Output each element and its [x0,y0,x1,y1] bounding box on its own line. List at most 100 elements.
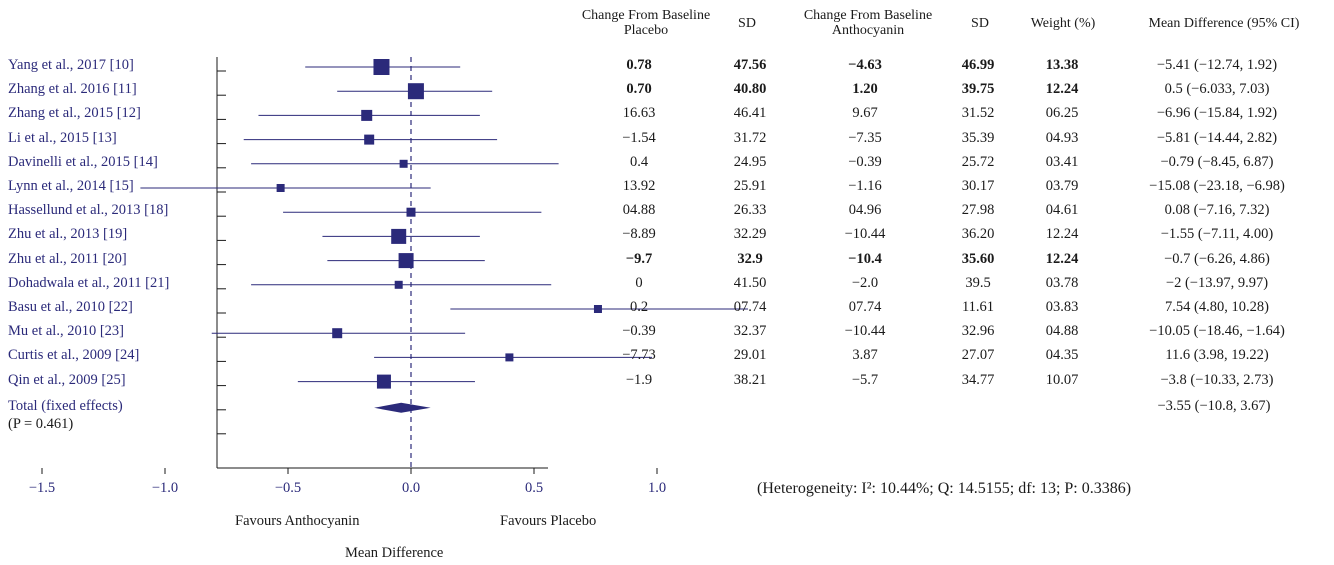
total-label: Total (fixed effects) [8,397,123,414]
effect-marker [391,228,407,244]
effect-marker [593,305,602,313]
weight-cell: 03.78 [1045,274,1079,291]
placebo-change-cell: −1.9 [625,371,653,388]
placebo-sd-cell: 25.91 [733,178,767,194]
effect-marker [276,184,285,192]
anthocyanin-change-cell: 9.67 [852,105,878,122]
anthocyanin-sd-cell: 27.07 [961,347,995,364]
placebo-sd-cell: 32.29 [733,226,767,243]
anthocyanin-change-cell: −10.4 [848,250,882,267]
placebo-change-cell: 0.4 [629,153,649,170]
total-p-value: (P = 0.461) [8,415,74,432]
anthocyanin-change-cell: 1.20 [852,81,878,98]
weight-cell: 12.24 [1045,226,1079,243]
favours-anthocyanin-label: Favours Anthocyanin [235,513,360,529]
anthocyanin-sd-cell: 31.52 [961,105,995,122]
placebo-sd-cell: 32.37 [733,323,767,340]
anthocyanin-sd-cell: 36.20 [961,226,995,243]
effect-marker [505,353,514,362]
anthocyanin-change-cell: −10.44 [844,323,886,340]
weight-cell: 13.38 [1045,57,1079,73]
weight-cell: 06.25 [1045,105,1079,122]
placebo-change-cell: 0.78 [626,57,652,73]
effect-marker [399,159,408,168]
header-md: Mean Difference (95% CI) [1148,16,1300,31]
placebo-change-cell: −1.54 [622,129,656,146]
header-placebo-change: Change From Baseline Placebo [581,8,711,38]
mean-difference-cell: −2 (−13.97, 9.97) [1165,274,1269,291]
x-tick-label: −0.5 [274,480,302,496]
study-label: Mu et al., 2010 [23] [8,323,124,340]
mean-difference-cell: −6.96 (−15.84, 1.92) [1156,105,1278,122]
placebo-change-cell: 13.92 [622,178,656,194]
anthocyanin-change-cell: −7.35 [848,129,882,146]
placebo-sd-cell: 40.80 [733,81,767,98]
effect-marker [394,280,403,289]
effect-marker [332,328,343,339]
weight-cell: 12.24 [1045,81,1079,98]
header-weight: Weight (%) [1030,16,1096,31]
anthocyanin-change-cell: −4.63 [848,57,882,73]
anthocyanin-change-cell: −1.16 [848,178,882,194]
effect-marker [376,374,391,389]
effect-marker [364,134,375,145]
effect-marker [361,109,373,121]
placebo-change-cell: −7.73 [622,347,656,364]
anthocyanin-change-cell: 07.74 [848,299,882,315]
anthocyanin-sd-cell: 35.60 [961,250,995,267]
study-label: Davinelli et al., 2015 [14] [8,153,158,170]
effect-marker [398,253,414,269]
placebo-sd-cell: 26.33 [733,202,767,219]
x-tick-label: 0.5 [524,480,544,496]
placebo-change-cell: 16.63 [622,105,656,122]
placebo-change-cell: −8.89 [622,226,656,243]
mean-difference-cell: −15.08 (−23.18, −6.98) [1149,178,1285,194]
study-label: Hassellund et al., 2013 [18] [8,202,169,219]
favours-placebo-label: Favours Placebo [500,513,597,529]
placebo-change-cell: −9.7 [625,250,653,267]
mean-difference-cell: 11.6 (3.98, 19.22) [1165,347,1269,364]
mean-difference-cell: −3.8 (−10.33, 2.73) [1160,371,1274,388]
anthocyanin-sd-cell: 46.99 [961,57,995,73]
mean-difference-cell: −1.55 (−7.11, 4.00) [1160,226,1274,243]
anthocyanin-change-cell: −0.39 [848,153,882,170]
mean-difference-cell: −5.81 (−14.44, 2.82) [1156,129,1278,146]
placebo-sd-cell: 46.41 [733,105,767,122]
study-label: Basu et al., 2010 [22] [8,299,133,315]
placebo-sd-cell: 32.9 [737,250,763,267]
mean-difference-cell: −5.41 (−12.74, 1.92) [1156,57,1278,73]
x-axis-title: Mean Difference [345,545,444,561]
placebo-change-cell: 0.2 [629,299,649,315]
placebo-change-cell: 0.70 [626,81,652,98]
mean-difference-cell: −10.05 (−18.46, −1.64) [1149,323,1285,340]
placebo-sd-cell: 07.74 [733,299,767,315]
mean-difference-cell: 0.08 (−7.16, 7.32) [1164,202,1270,219]
study-label: Zhu et al., 2011 [20] [8,250,127,267]
anthocyanin-sd-cell: 39.5 [965,274,991,291]
header-placebo-sd: SD [738,16,756,31]
anthocyanin-change-cell: −2.0 [851,274,879,291]
anthocyanin-sd-cell: 30.17 [961,178,995,194]
x-tick-label: 1.0 [647,480,667,496]
placebo-change-cell: −0.39 [622,323,656,340]
weight-cell: 04.88 [1045,323,1079,340]
anthocyanin-change-cell: −10.44 [844,226,886,243]
weight-cell: 04.61 [1045,202,1079,219]
mean-difference-cell: −0.79 (−8.45, 6.87) [1160,153,1274,170]
weight-cell: 03.41 [1045,153,1079,170]
pooled-effect-diamond [374,402,431,413]
study-label: Curtis et al., 2009 [24] [8,347,140,364]
effect-marker [373,59,390,75]
placebo-sd-cell: 24.95 [733,153,767,170]
weight-cell: 03.83 [1045,299,1079,315]
anthocyanin-sd-cell: 34.77 [961,371,995,388]
anthocyanin-sd-cell: 25.72 [961,153,995,170]
anthocyanin-change-cell: 04.96 [848,202,882,219]
anthocyanin-change-cell: −5.7 [851,371,879,388]
study-label: Yang et al., 2017 [10] [8,57,134,73]
heterogeneity-text: (Heterogeneity: I²: 10.44%; Q: 14.5155; … [757,480,1132,497]
anthocyanin-sd-cell: 27.98 [961,202,995,219]
study-label: Qin et al., 2009 [25] [8,371,126,388]
weight-cell: 04.93 [1045,129,1079,146]
